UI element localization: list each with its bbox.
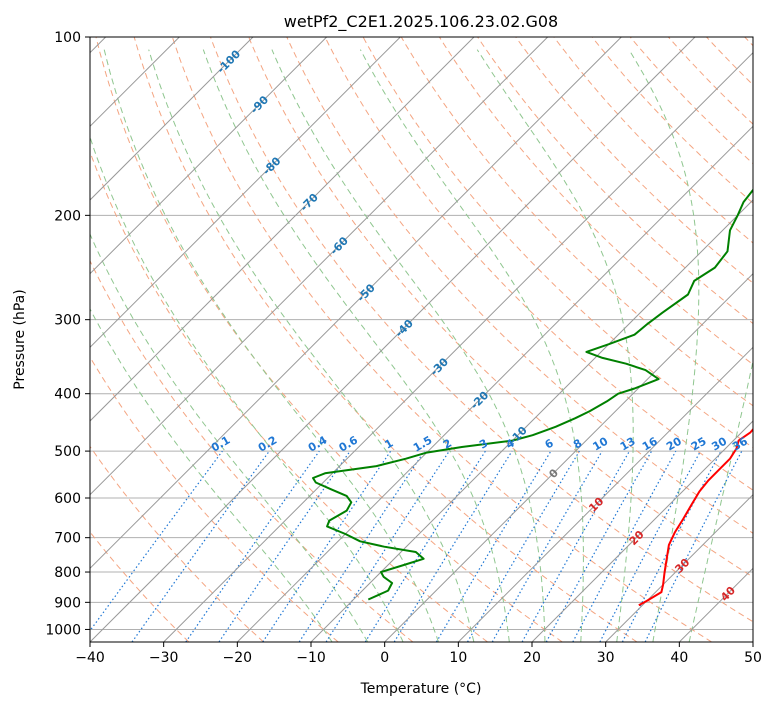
x-axis-label: Temperature (°C) <box>360 681 482 697</box>
mixing-ratio-lines <box>90 450 743 642</box>
chart-title: wetPf2_C2E1.2025.106.23.02.G08 <box>284 12 558 32</box>
y-tick-label: 500 <box>54 444 81 460</box>
dry-adiabat-120 <box>477 37 753 325</box>
y-axis-label: Pressure (hPa) <box>12 289 28 389</box>
dry-adiabat-130 <box>515 37 753 284</box>
moist-adiabat--5 <box>90 232 369 642</box>
y-axis-ticks: 100 200 300 400 500 600 700 800 900 1000 <box>45 30 90 638</box>
isotherm--60 <box>90 37 549 496</box>
sounding-profiles <box>312 188 753 607</box>
dry-adiabat-150 <box>591 37 753 204</box>
y-tick-label: 700 <box>54 531 81 547</box>
isotherm-10 <box>457 346 753 642</box>
y-tick-label: 900 <box>54 595 81 611</box>
isotherm--100 <box>90 37 254 201</box>
isotherm-30 <box>605 493 753 642</box>
plot-frame <box>89 36 754 643</box>
y-tick-label: 300 <box>54 313 81 329</box>
moist-adiabat-15 <box>202 49 510 642</box>
mixing-ratio-line-13 <box>521 450 631 642</box>
y-tick-label: 200 <box>54 208 81 224</box>
dry-adiabat-160 <box>629 37 753 165</box>
y-tick-label: 600 <box>54 491 81 507</box>
moist-adiabat-40 <box>688 358 753 642</box>
moist-adiabat-20 <box>271 49 546 642</box>
moist-adiabat-30 <box>476 49 634 642</box>
isotherm--10 <box>310 199 753 642</box>
isotherm--50 <box>90 37 622 570</box>
isotherm--30 <box>163 51 753 642</box>
x-tick-label: 20 <box>523 650 541 666</box>
moist-adiabats <box>90 49 753 642</box>
moist-adiabat-0 <box>90 135 404 642</box>
isotherm--90 <box>90 37 328 275</box>
mixing-ratio-line-0.4 <box>185 450 320 642</box>
moist-adiabat--10 <box>90 308 333 642</box>
mixing-ratio-line-4 <box>393 450 513 642</box>
dry-adiabat--20 <box>90 445 264 642</box>
temperature-profile-line <box>638 427 753 607</box>
dry-adiabat-40 <box>171 37 712 642</box>
mixing-ratio-line-20 <box>572 450 677 642</box>
x-tick-label: 10 <box>449 650 467 666</box>
dry-adiabat-30 <box>133 37 638 642</box>
moist-adiabat-35 <box>628 49 700 642</box>
pressure-gridlines <box>90 37 753 630</box>
y-tick-label: 1000 <box>45 622 81 638</box>
skewed-isotherms <box>90 37 753 642</box>
mixing-ratio-line-1 <box>262 450 392 642</box>
mixing-ratio-line-2 <box>325 450 450 642</box>
mixing-ratio-line-16 <box>545 450 653 642</box>
dry-adiabat-50 <box>210 37 753 623</box>
mixing-ratio-line-1.5 <box>298 450 425 642</box>
y-tick-label: 400 <box>54 387 81 403</box>
dewpoint-profile-line <box>312 188 753 601</box>
x-tick-label: −30 <box>149 650 179 666</box>
dry-adiabat-80 <box>324 37 753 491</box>
dry-adiabat-60 <box>248 37 753 578</box>
moist-adiabat-10 <box>148 49 475 642</box>
x-tick-label: −10 <box>296 650 326 666</box>
dry-adiabats <box>90 37 753 642</box>
moist-adiabat-5 <box>103 49 439 642</box>
dry-adiabat-20 <box>95 37 563 642</box>
y-tick-label: 800 <box>54 565 81 581</box>
mixing-ratio-line-0.1 <box>90 450 223 632</box>
plot-area: -100-90-80-70-60-50-40-30-20-10010203040… <box>90 37 753 642</box>
x-tick-label: 0 <box>380 650 389 666</box>
mixing-ratio-line-0.2 <box>131 450 270 642</box>
dry-adiabat-100 <box>400 37 753 407</box>
isotherm--80 <box>90 37 401 349</box>
x-axis-ticks: −40 −30 −20 −10 0 10 20 30 40 50 <box>75 642 762 666</box>
y-tick-label: 100 <box>54 30 81 46</box>
isotherm--20 <box>236 125 753 642</box>
x-tick-label: −20 <box>223 650 253 666</box>
x-tick-label: 50 <box>744 650 762 666</box>
isotherm--70 <box>90 37 475 422</box>
isotherm-0 <box>384 272 753 642</box>
x-tick-label: 40 <box>670 650 688 666</box>
mixing-ratio-line-36 <box>644 450 743 642</box>
isotherm-20 <box>531 420 753 642</box>
x-tick-label: 30 <box>597 650 615 666</box>
x-tick-label: −40 <box>75 650 105 666</box>
isotherm--40 <box>90 37 696 642</box>
mixing-ratio-line-0.6 <box>218 450 351 642</box>
dry-adiabat-0 <box>90 259 414 642</box>
